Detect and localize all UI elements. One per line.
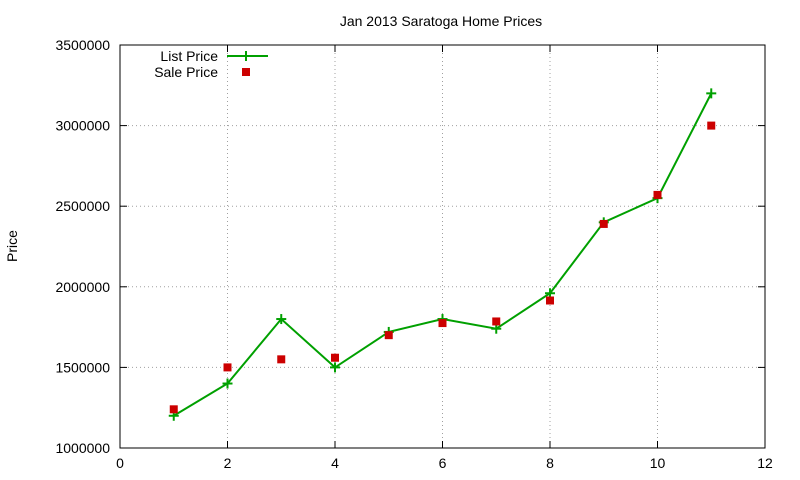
data-point	[653, 190, 662, 199]
data-point	[331, 353, 339, 362]
grid	[120, 45, 765, 448]
x-tick-label: 2	[224, 455, 232, 471]
series-2	[169, 121, 716, 414]
legend-label: List Price	[160, 48, 218, 64]
y-tick-label: 1500000	[55, 359, 110, 375]
data-point	[492, 317, 501, 326]
data-point	[546, 296, 554, 305]
x-tick-label: 6	[439, 455, 447, 471]
data-point	[384, 331, 393, 340]
data-point	[277, 355, 286, 364]
data-point	[276, 314, 287, 325]
y-tick-label: 2000000	[55, 279, 110, 295]
data-point	[599, 219, 608, 228]
series-1	[168, 88, 717, 421]
data-point	[330, 362, 340, 373]
legend-swatch-marker	[241, 51, 251, 61]
data-point	[169, 405, 178, 414]
y-tick-label: 3000000	[55, 118, 110, 134]
data-point	[707, 121, 716, 130]
ticks: 0 2 4 6 8 10 12 1000000 1500000 2000000 2500000 300…	[55, 37, 773, 471]
y-axis-label: Price	[4, 230, 20, 262]
chart-title: Jan 2013 Saratoga Home Prices	[340, 13, 542, 29]
y-tick-label: 1000000	[55, 440, 110, 456]
data-point	[222, 378, 233, 389]
legend-label: Sale Price	[154, 64, 218, 80]
data-point	[223, 363, 232, 372]
data-point	[706, 88, 717, 99]
x-tick-label: 8	[546, 455, 554, 471]
legend-swatch-marker	[242, 68, 250, 76]
x-tick-label: 4	[331, 455, 339, 471]
y-tick-label: 2500000	[55, 198, 110, 214]
y-tick-label: 3500000	[55, 37, 110, 53]
series-layer	[168, 88, 717, 421]
x-tick-label: 10	[650, 455, 666, 471]
x-tick-label: 0	[116, 455, 124, 471]
x-tick-label: 12	[757, 455, 773, 471]
data-point	[438, 319, 447, 328]
